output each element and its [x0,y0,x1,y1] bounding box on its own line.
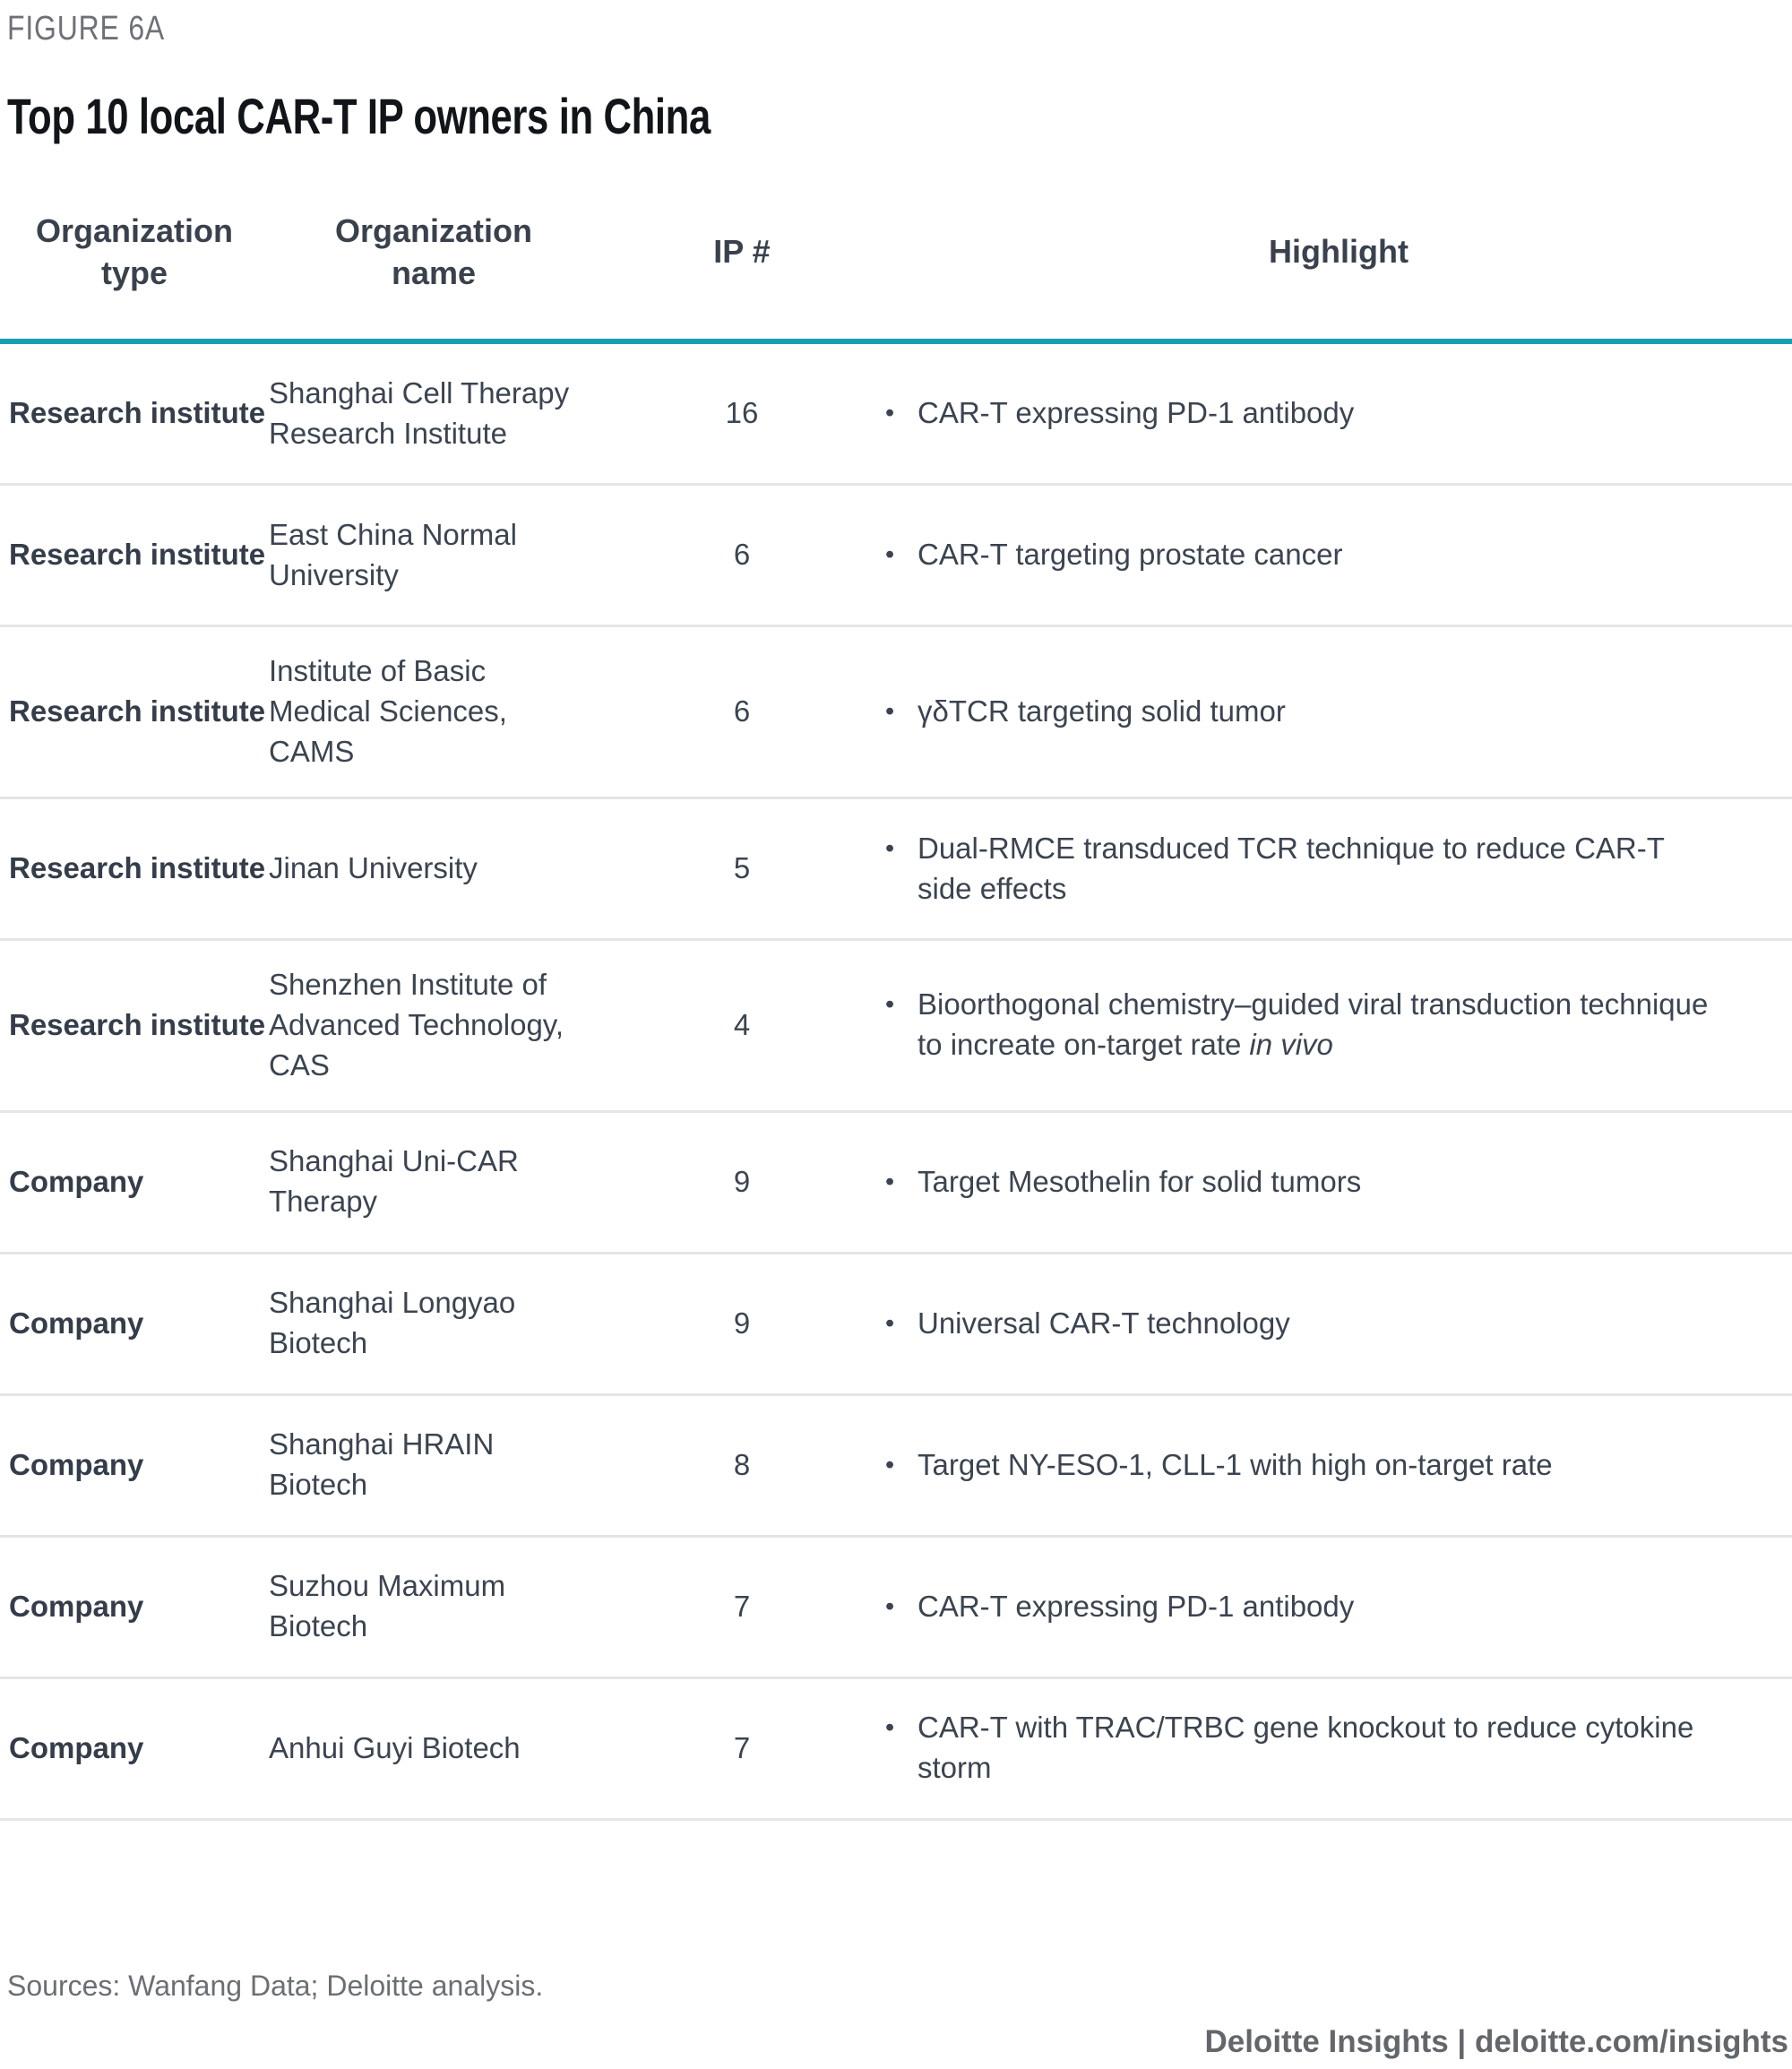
bullet-icon: • [885,1308,895,1338]
highlight-text: CAR-T expressing PD-1 antibody [918,396,1355,430]
highlight-text-wrap: CAR-T with TRAC/TRBC gene knockout to re… [918,1708,1724,1789]
highlight-text: CAR-T targeting prostate cancer [918,538,1343,572]
highlight-text: Target Mesothelin for solid tumors [918,1164,1362,1198]
org-name-cell: Shenzhen Institute of Advanced Technolog… [269,968,564,1082]
deloitte-insights-footer: Deloitte Insights | deloitte.com/insight… [1204,2024,1788,2059]
table-row: Company Shanghai HRAIN Biotech 8 • Targe… [0,1396,1792,1538]
highlight-cell: • Bioorthogonal chemistry–guided viral t… [885,985,1792,1065]
table-row: Research institute East China Normal Uni… [0,486,1792,628]
spacer [0,1821,1792,1970]
ip-count-cell: 7 [733,1730,751,1764]
highlight-cell: • Target NY-ESO-1, CLL-1 with high on-ta… [885,1445,1792,1486]
highlight-cell: • γδTCR targeting solid tumor [885,692,1792,732]
highlight-text-wrap: CAR-T targeting prostate cancer [918,535,1342,575]
org-type-cell: Company [9,1306,144,1340]
org-type-cell: Company [9,1164,144,1198]
ip-count-cell: 9 [733,1164,751,1198]
org-name-cell: Suzhou Maximum Biotech [269,1569,506,1643]
highlight-italic-text: in vivo [1249,1028,1333,1062]
table-row: Company Shanghai Longyao Biotech 9 • Uni… [0,1254,1792,1396]
highlight-text-wrap: γδTCR targeting solid tumor [918,692,1286,732]
table-row: Company Shanghai Uni-CAR Therapy 9 • Tar… [0,1113,1792,1254]
ip-count-cell: 16 [725,396,759,430]
org-type-cell: Research institute [9,396,266,430]
highlight-text-wrap: CAR-T expressing PD-1 antibody [918,1587,1354,1627]
highlight-text: Bioorthogonal chemistry–guided viral tra… [918,987,1709,1062]
org-type-cell: Research institute [9,851,266,885]
highlight-text: Target NY-ESO-1, CLL-1 with high on-targ… [918,1447,1553,1481]
highlight-cell: • CAR-T expressing PD-1 antibody [885,1587,1792,1627]
table-row: Research institute Shenzhen Institute of… [0,941,1792,1113]
org-type-cell: Research institute [9,694,266,728]
org-type-cell: Research institute [9,538,266,572]
ip-count-cell: 9 [733,1306,751,1340]
figure-label-row: FIGURE 6A [0,9,1792,50]
org-type-cell: Research institute [9,1007,266,1041]
bullet-icon: • [885,833,895,863]
org-name-cell: Shanghai HRAIN Biotech [269,1427,495,1502]
highlight-text-wrap: Bioorthogonal chemistry–guided viral tra… [918,985,1724,1065]
ip-count-cell: 8 [733,1447,751,1481]
highlight-text: Dual-RMCE transduced TCR technique to re… [918,831,1665,905]
table-body: Research institute Shanghai Cell Therapy… [0,344,1792,1821]
ip-count-cell: 6 [733,694,751,728]
ip-count-cell: 4 [733,1007,751,1041]
page-title: Top 10 local CAR-T IP owners in China [7,87,711,144]
highlight-text: CAR-T expressing PD-1 antibody [918,1589,1355,1623]
org-name-cell: Anhui Guyi Biotech [269,1730,521,1764]
table-header-row: Organization type Organization name IP #… [0,211,1792,345]
org-type-cell: Company [9,1730,144,1764]
bullet-icon: • [885,540,895,570]
sources-note: Sources: Wanfang Data; Deloitte analysis… [7,1970,544,2002]
org-name-cell: Institute of Basic Medical Sciences, CAM… [269,654,507,769]
highlight-cell: • Universal CAR-T technology [885,1304,1792,1344]
org-type-cell: Company [9,1447,144,1481]
highlight-cell: • CAR-T expressing PD-1 antibody [885,393,1792,434]
highlight-text: γδTCR targeting solid tumor [918,694,1286,728]
highlight-cell: • Dual-RMCE transduced TCR technique to … [885,829,1792,909]
col-header-ip-count: IP # [713,233,771,271]
org-name-cell: Shanghai Longyao Biotech [269,1286,516,1360]
highlight-cell: • CAR-T targeting prostate cancer [885,535,1792,575]
col-header-organization-type: Organization type [35,211,233,291]
highlight-text-wrap: Target NY-ESO-1, CLL-1 with high on-targ… [918,1445,1553,1486]
highlight-text-wrap: Universal CAR-T technology [918,1304,1290,1344]
page-title-row: Top 10 local CAR-T IP owners in China [0,86,1792,146]
org-name-cell: East China Normal University [269,518,517,591]
bullet-icon: • [885,697,895,727]
ip-count-cell: 7 [733,1589,751,1623]
bullet-icon: • [885,399,895,428]
org-name-cell: Jinan University [269,851,478,885]
figure-label: FIGURE 6A [7,10,166,47]
highlight-text-wrap: CAR-T expressing PD-1 antibody [918,393,1354,434]
ip-count-cell: 6 [733,538,751,572]
highlight-text-wrap: Target Mesothelin for solid tumors [918,1162,1361,1203]
highlight-cell: • CAR-T with TRAC/TRBC gene knockout to … [885,1708,1792,1789]
table-row: Research institute Shanghai Cell Therapy… [0,344,1792,487]
highlight-text: Universal CAR-T technology [918,1306,1290,1340]
table-row: Company Anhui Guyi Biotech 7 • CAR-T wit… [0,1679,1792,1821]
bullet-icon: • [885,1167,895,1196]
bullet-icon: • [885,990,895,1020]
highlight-text-wrap: Dual-RMCE transduced TCR technique to re… [918,829,1724,909]
highlight-text: CAR-T with TRAC/TRBC gene knockout to re… [918,1711,1694,1785]
highlight-cell: • Target Mesothelin for solid tumors [885,1162,1792,1203]
table-row: Research institute Institute of Basic Me… [0,627,1792,799]
org-name-cell: Shanghai Uni-CAR Therapy [269,1144,519,1219]
table-row: Company Suzhou Maximum Biotech 7 • CAR-T… [0,1538,1792,1679]
table-row: Research institute Jinan University 5 • … [0,799,1792,941]
col-header-highlight: Highlight [1269,233,1409,271]
col-header-organization-name: Organization name [334,211,532,291]
bullet-icon: • [885,1450,895,1479]
org-type-cell: Company [9,1589,144,1623]
bullet-icon: • [885,1591,895,1621]
ip-count-cell: 5 [733,851,751,885]
bullet-icon: • [885,1713,895,1743]
org-name-cell: Shanghai Cell Therapy Research Institute [269,376,570,450]
